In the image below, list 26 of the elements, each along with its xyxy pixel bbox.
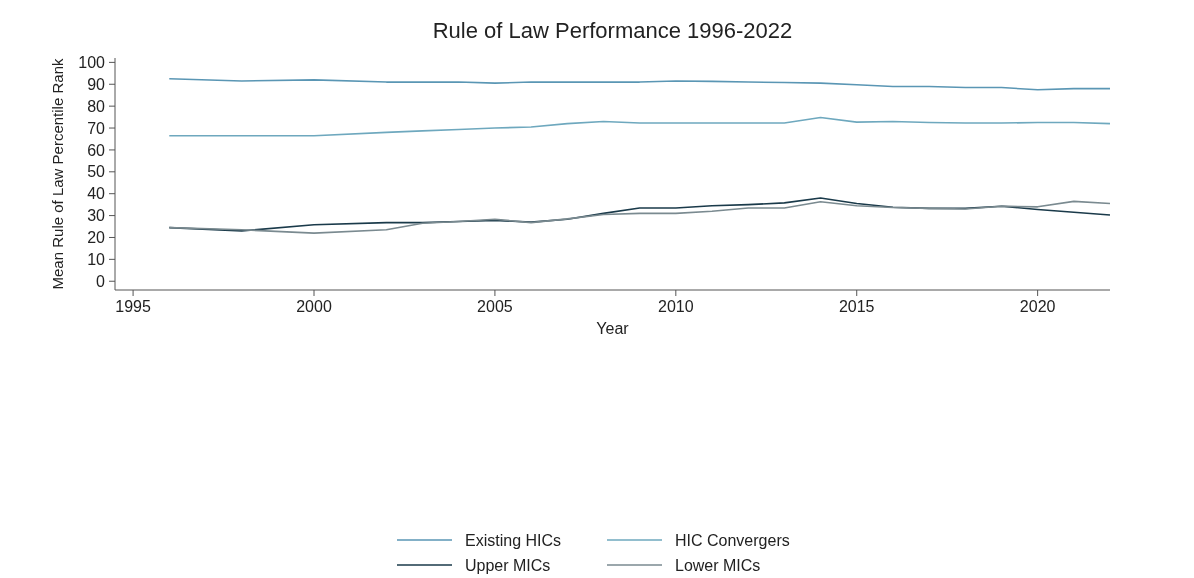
y-tick-label: 60 [87,141,106,159]
x-tick-label: 1995 [115,298,151,315]
line-series [168,116,1111,137]
legend-label: HIC Convergers [675,531,790,549]
x-tick-label: 2000 [296,298,332,315]
legend-label: Existing HICs [465,531,562,549]
legend-label: Lower MICs [675,556,761,574]
y-tick-label: 80 [87,97,106,115]
y-tick-label: 30 [87,207,106,225]
y-tick-label: 50 [87,163,106,181]
y-tick-label: 100 [78,53,106,71]
y-axis-title: Mean Rule of Law Percentile Rank [49,58,66,290]
y-tick-label: 0 [96,272,106,290]
x-axis-title: Year [596,320,630,337]
x-tick-label: 2015 [838,298,875,315]
y-tick-label: 40 [87,185,106,203]
y-tick-label: 20 [87,229,106,247]
x-tick-label: 2005 [477,298,513,315]
y-tick-label: 90 [87,75,106,93]
legend-label: Upper MICs [465,556,551,574]
x-tick-label: 2020 [1019,298,1056,315]
y-tick-label: 10 [87,250,106,268]
x-tick-label: 2010 [658,298,694,315]
line-series [168,77,1111,91]
chart-title: Rule of Law Performance 1996-2022 [432,18,793,43]
y-tick-label: 70 [87,119,106,137]
